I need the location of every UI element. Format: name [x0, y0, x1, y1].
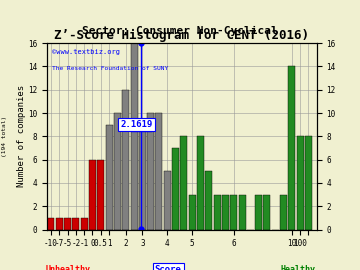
Bar [105, 125, 113, 230]
Bar [89, 160, 96, 230]
Bar [180, 136, 188, 230]
Bar [72, 218, 80, 230]
Bar [238, 195, 246, 230]
Text: (194 total): (194 total) [3, 116, 8, 157]
Bar [147, 113, 154, 230]
Bar [280, 195, 287, 230]
Bar [97, 160, 104, 230]
Text: Score: Score [155, 265, 182, 270]
Text: Sector: Consumer Non-Cyclical: Sector: Consumer Non-Cyclical [82, 26, 278, 36]
Bar [230, 195, 237, 230]
Bar [264, 195, 270, 230]
Bar [305, 136, 312, 230]
Bar [213, 195, 221, 230]
Text: 2.1619: 2.1619 [120, 120, 153, 129]
Bar [130, 43, 138, 230]
Text: Unhealthy: Unhealthy [46, 265, 91, 270]
Bar [56, 218, 63, 230]
Bar [189, 195, 196, 230]
Bar [139, 125, 146, 230]
Bar [122, 90, 129, 230]
Bar [205, 171, 212, 230]
Bar [164, 171, 171, 230]
Title: Z’-Score Histogram for CENT (2016): Z’-Score Histogram for CENT (2016) [54, 29, 309, 42]
Text: ©www.textbiz.org: ©www.textbiz.org [52, 49, 120, 55]
Bar [81, 218, 88, 230]
Bar [172, 148, 179, 230]
Text: Healthy: Healthy [280, 265, 315, 270]
Y-axis label: Number of companies: Number of companies [17, 85, 26, 187]
Bar [255, 195, 262, 230]
Bar [48, 218, 54, 230]
Bar [156, 113, 162, 230]
Bar [197, 136, 204, 230]
Bar [114, 113, 121, 230]
Bar [297, 136, 304, 230]
Bar [288, 66, 296, 230]
Bar [222, 195, 229, 230]
Bar [64, 218, 71, 230]
Text: The Research Foundation of SUNY: The Research Foundation of SUNY [52, 66, 168, 70]
